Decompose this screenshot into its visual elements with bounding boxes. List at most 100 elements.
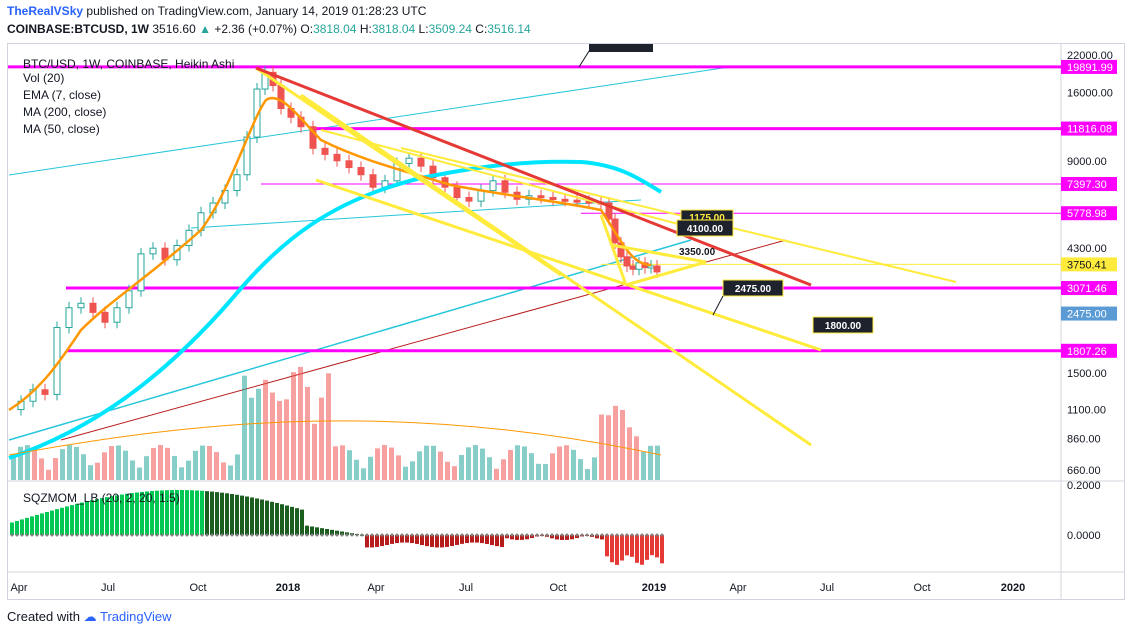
osc-dot [430, 533, 434, 537]
osc-bar [260, 499, 264, 535]
osc-dot [200, 533, 204, 537]
osc-dot [615, 533, 619, 537]
volume-bar [172, 455, 177, 480]
osc-bar [15, 520, 19, 535]
up-arrow-icon: ▲ [199, 22, 211, 36]
yellow-wedge [610, 243, 707, 287]
osc-bar [320, 528, 324, 535]
volume-bar [655, 445, 660, 480]
osc-axis-labels: 0.2000 0.0000 [1067, 480, 1101, 542]
osc-bar [450, 535, 454, 547]
osc-bar [40, 513, 44, 535]
volume-bar [480, 448, 485, 480]
osc-dot [635, 533, 639, 537]
osc-dot [195, 533, 199, 537]
osc-bar [195, 490, 199, 535]
footer-brand[interactable]: TradingView [100, 609, 172, 624]
osc-bar [255, 498, 259, 535]
legend-ma50: MA (50, close) [23, 122, 100, 136]
volume-bar [508, 449, 513, 480]
candle-body [465, 196, 473, 202]
osc-bar [50, 510, 54, 535]
time-axis-tick: Jul [820, 582, 834, 594]
osc-dot [125, 533, 129, 537]
price-chart[interactable]: 1175.00 4100.00 3350.00 2475.00 1800.00 … [8, 44, 1124, 599]
osc-bar [625, 535, 629, 556]
osc-dot [245, 533, 249, 537]
volume-bar [186, 460, 191, 480]
volume-bar [151, 448, 156, 480]
osc-dot [240, 533, 244, 537]
price-tag: 5778.98 [1067, 208, 1107, 220]
candle-body [149, 247, 157, 255]
osc-bar [380, 535, 384, 547]
time-axis-tick: Apr [10, 582, 27, 594]
price-tag: 3750.41 [1067, 259, 1107, 271]
osc-bar [10, 522, 14, 535]
osc-bar [475, 535, 479, 543]
yellow-trendline-4 [400, 147, 957, 283]
osc-dot [135, 533, 139, 537]
volume-bar [347, 450, 352, 480]
osc-dot [515, 533, 519, 537]
close-value: 3516.14 [487, 22, 531, 36]
candle-body [477, 190, 485, 202]
osc-dot [510, 533, 514, 537]
time-axis-tick: Apr [367, 582, 384, 594]
osc-dot [345, 533, 349, 537]
legend-title: BTC/USD, 1W, COINBASE, Heikin Ashi [23, 57, 235, 71]
price-tag: 3071.46 [1067, 283, 1107, 295]
osc-dot [155, 533, 159, 537]
tradingview-logo-icon: ☁ [83, 609, 97, 624]
osc-dot [295, 533, 299, 537]
time-axis-labels: Apr Jul Oct 2018 Apr Jul Oct 2019 Apr Jul Oct 2020 [10, 582, 1025, 594]
legend-oscillator: SQZMOM_LB (20, 2, 20, 1.5) [23, 491, 180, 505]
callout-1800: 1800.00 [812, 316, 874, 334]
osc-dot [230, 533, 234, 537]
osc-dot [300, 533, 304, 537]
osc-dot [565, 533, 569, 537]
volume-bar [473, 445, 478, 480]
osc-dot [425, 533, 429, 537]
svg-text:3350.00: 3350.00 [679, 247, 716, 258]
osc-dot [80, 533, 84, 537]
candle-body [309, 126, 317, 149]
volume-bar [501, 459, 506, 480]
osc-bar [500, 535, 504, 548]
volume-bar [256, 388, 261, 480]
chart-area[interactable]: 1175.00 4100.00 3350.00 2475.00 1800.00 … [7, 43, 1125, 600]
osc-dot [475, 533, 479, 537]
volume-bar [25, 445, 30, 480]
volume-bar [382, 445, 387, 480]
osc-dot [280, 533, 284, 537]
candle-body [357, 167, 365, 176]
volume-bar [529, 453, 534, 480]
volume-bar [361, 468, 366, 480]
osc-bar [635, 535, 639, 563]
osc-bar [470, 535, 474, 543]
volume-bar [312, 423, 317, 480]
osc-dot [605, 533, 609, 537]
osc-bar [230, 494, 234, 535]
callout-4100: 4100.00 [676, 219, 734, 237]
osc-dot [15, 533, 19, 537]
osc-bar [430, 535, 434, 547]
price-tag-bg [1061, 281, 1117, 296]
osc-bar [650, 535, 654, 556]
author-name[interactable]: TheRealVSky [7, 4, 84, 18]
osc-bar [465, 535, 469, 544]
time-axis-tick: 2020 [1001, 582, 1025, 594]
svg-text:4100.00: 4100.00 [687, 224, 724, 235]
osc-dot [335, 533, 339, 537]
osc-dot [465, 533, 469, 537]
osc-dot [130, 533, 134, 537]
osc-bar [125, 493, 129, 535]
price-axis-tick: 660.00 [1067, 465, 1101, 477]
volume-bar [165, 447, 170, 480]
osc-dot [505, 533, 509, 537]
osc-dot [315, 533, 319, 537]
osc-dot [625, 533, 629, 537]
osc-dot [485, 533, 489, 537]
osc-bar [530, 535, 534, 539]
osc-dot [415, 533, 419, 537]
